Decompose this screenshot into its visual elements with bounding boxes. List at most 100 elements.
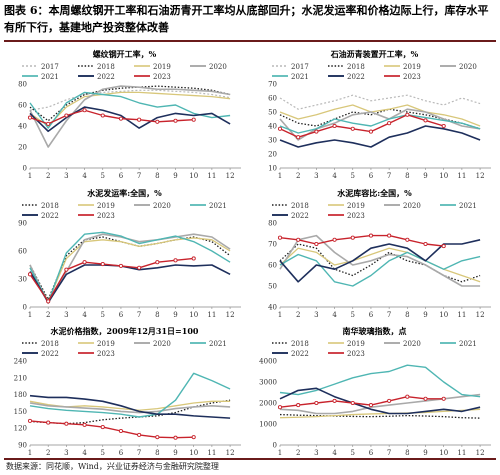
x-tick-label: 9 bbox=[173, 449, 177, 457]
chart-glass-index-svg: 南华玻璃指数，点 2018 2019 2020 2021 2022 2023 0 1000 200… bbox=[259, 326, 491, 457]
y-tick-label: 50 bbox=[268, 283, 277, 291]
series-point-2023 bbox=[100, 262, 105, 267]
series-line-2023 bbox=[29, 109, 194, 125]
series-line-2021 bbox=[29, 372, 231, 418]
series-point-2023 bbox=[27, 115, 33, 120]
x-tick-label: 2 bbox=[296, 172, 300, 180]
x-tick-label: 7 bbox=[137, 172, 141, 180]
legend-item-2019: 2019 bbox=[384, 63, 421, 71]
x-tick-label: 2 bbox=[296, 311, 300, 319]
figure-header: 图表 6：本周螺纹钢开工率和石油沥青开工率均从底部回升；水泥发运率和价格边际上行… bbox=[4, 4, 489, 34]
legend-item-2018: 2018 bbox=[272, 340, 309, 348]
series-line-2021 bbox=[279, 114, 481, 134]
series-point-2023 bbox=[405, 237, 410, 242]
x-tick-label: 2 bbox=[46, 449, 50, 457]
series-line-2022 bbox=[29, 264, 231, 304]
svg-text:2020: 2020 bbox=[403, 340, 421, 348]
svg-text:2019: 2019 bbox=[347, 202, 365, 210]
y-tick-label: 2000 bbox=[259, 400, 277, 408]
chart-rebar-svg: 螺纹钢开工率，% 2017 2018 2019 2020 2021 2022 2023 0 20 4… bbox=[18, 49, 241, 180]
series-point-2023 bbox=[46, 121, 51, 126]
legend-item-2023: 2023 bbox=[384, 73, 421, 81]
x-tick-label: 3 bbox=[64, 449, 68, 457]
series-line-2020 bbox=[279, 108, 481, 141]
x-tick-label: 11 bbox=[207, 311, 216, 319]
chart-cement-price: 水泥价格指数，2009年12月31日=100 2018 2019 2020 2021 20… bbox=[2, 323, 247, 459]
legend-item-2021: 2021 bbox=[272, 73, 309, 81]
y-tick-label: 120 bbox=[14, 425, 27, 433]
legend-item-2018: 2018 bbox=[78, 63, 115, 71]
series-point-2023 bbox=[296, 135, 301, 140]
legend-item-2021: 2021 bbox=[440, 340, 477, 348]
series-point-2023 bbox=[137, 117, 142, 122]
series-point-2023 bbox=[296, 403, 301, 408]
svg-text:2018: 2018 bbox=[291, 202, 309, 210]
x-tick-label: 3 bbox=[64, 311, 68, 319]
series-point-2023 bbox=[350, 400, 355, 406]
y-tick-label: 20 bbox=[18, 144, 27, 152]
chart-rebar-utilization: 螺纹钢开工率，% 2017 2018 2019 2020 2021 2022 2023 0 20 4… bbox=[2, 46, 247, 182]
svg-text:2022: 2022 bbox=[291, 350, 309, 358]
y-tick-label: 60 bbox=[18, 248, 27, 256]
y-tick-label: 40 bbox=[268, 123, 277, 131]
series-line-2022 bbox=[29, 394, 231, 419]
x-tick-label: 12 bbox=[226, 311, 235, 319]
series-point-2023 bbox=[27, 418, 33, 423]
x-tick-label: 7 bbox=[387, 311, 391, 319]
x-tick-label: 8 bbox=[155, 311, 159, 319]
series-line-2018 bbox=[279, 108, 481, 130]
series-line-2018 bbox=[279, 413, 481, 419]
svg-text:2019: 2019 bbox=[97, 202, 115, 210]
source-note: 数据来源：同花顺，Wind，兴业证券经济与金融研究院整理 bbox=[6, 462, 219, 471]
series-point-2023 bbox=[387, 233, 392, 238]
y-tick-label: 60 bbox=[18, 102, 27, 110]
legend-item-2023: 2023 bbox=[78, 350, 115, 358]
y-tick-label: 30 bbox=[18, 276, 27, 284]
svg-text:2017: 2017 bbox=[291, 63, 309, 71]
series-point-2023 bbox=[137, 432, 142, 437]
x-tick-label: 10 bbox=[439, 449, 448, 457]
series-point-2023 bbox=[405, 394, 410, 399]
series-line-2022 bbox=[279, 239, 481, 283]
y-tick-label: 0 bbox=[23, 165, 27, 173]
footer-rule bbox=[4, 458, 496, 460]
series-line-2019 bbox=[279, 247, 481, 283]
series-point-2023 bbox=[155, 435, 160, 440]
series-point-2023 bbox=[173, 435, 178, 440]
x-tick-label: 8 bbox=[155, 449, 159, 457]
series-point-2023 bbox=[405, 112, 410, 117]
legend-item-2017: 2017 bbox=[272, 63, 309, 71]
x-tick-label: 11 bbox=[457, 311, 466, 319]
x-tick-label: 8 bbox=[405, 449, 409, 457]
x-tick-label: 1 bbox=[278, 172, 282, 180]
x-tick-label: 11 bbox=[207, 172, 216, 180]
x-tick-label: 11 bbox=[457, 449, 466, 457]
svg-text:2022: 2022 bbox=[291, 212, 309, 220]
legend-item-2019: 2019 bbox=[328, 340, 365, 348]
legend-item-2022: 2022 bbox=[78, 73, 115, 81]
series-point-2023 bbox=[350, 126, 355, 131]
y-tick-label: 90 bbox=[18, 442, 27, 450]
series-point-2023 bbox=[441, 396, 446, 401]
series-line-2019 bbox=[279, 104, 481, 127]
y-tick-label: 70 bbox=[268, 241, 277, 249]
series-point-2023 bbox=[155, 260, 160, 265]
x-tick-label: 4 bbox=[82, 311, 87, 319]
series-line-2017 bbox=[279, 94, 481, 110]
series-point-2023 bbox=[314, 241, 319, 247]
x-tick-label: 4 bbox=[332, 449, 337, 457]
x-tick-label: 6 bbox=[369, 172, 374, 180]
chart-cement-shipping-svg: 水泥发运率:全国，% 2018 2019 2020 2021 2022 2023 0 30 60 9… bbox=[18, 188, 241, 319]
y-tick-label: 20 bbox=[268, 151, 277, 159]
x-tick-label: 7 bbox=[387, 449, 391, 457]
series-point-2023 bbox=[46, 299, 51, 304]
legend-item-2023: 2023 bbox=[328, 212, 365, 220]
legend-item-2022: 2022 bbox=[272, 212, 309, 220]
series-point-2023 bbox=[277, 235, 283, 240]
legend-item-2021: 2021 bbox=[190, 340, 227, 348]
x-tick-label: 7 bbox=[137, 311, 141, 319]
x-tick-label: 12 bbox=[476, 172, 485, 180]
series-point-2023 bbox=[423, 241, 428, 247]
x-tick-label: 1 bbox=[28, 311, 32, 319]
y-tick-label: 60 bbox=[268, 95, 277, 103]
